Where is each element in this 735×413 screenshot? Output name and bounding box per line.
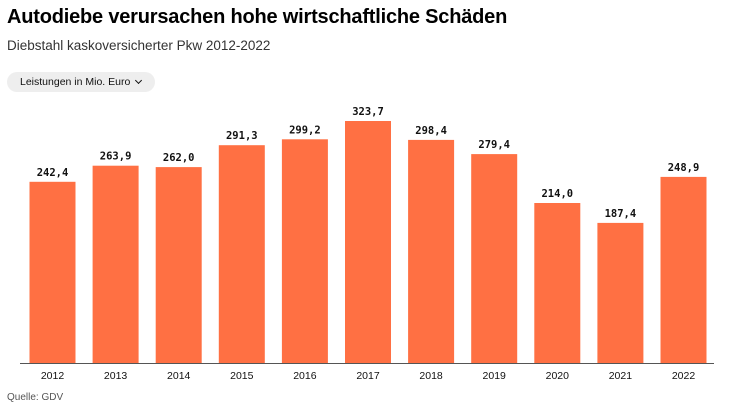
value-label-2014: 262,0 <box>163 152 195 164</box>
bar-2021 <box>597 222 644 363</box>
bar-2017 <box>345 121 391 363</box>
x-tick-label-2016: 2016 <box>293 370 317 382</box>
bar-2015 <box>218 145 265 363</box>
x-tick-label-2012: 2012 <box>41 370 65 382</box>
value-label-2019: 279,4 <box>478 139 510 151</box>
value-label-2020: 214,0 <box>541 188 573 200</box>
value-label-2012: 242,4 <box>37 167 69 179</box>
x-tick-label-2017: 2017 <box>356 370 380 382</box>
value-label-2021: 187,4 <box>605 208 637 220</box>
x-tick-label-2014: 2014 <box>167 370 191 382</box>
x-tick-label-2019: 2019 <box>483 370 507 382</box>
x-tick-label-2020: 2020 <box>546 370 570 382</box>
x-tick-label-2021: 2021 <box>609 370 633 382</box>
x-tick-label-2018: 2018 <box>419 370 443 382</box>
metric-dropdown-label: Leistungen in Mio. Euro <box>20 76 131 88</box>
value-label-2013: 263,9 <box>100 151 132 163</box>
bar-2022 <box>660 176 707 363</box>
source-note: Quelle: GDV <box>7 392 64 403</box>
value-label-2015: 291,3 <box>226 130 258 142</box>
bar-2014 <box>155 167 202 363</box>
value-label-2016: 299,2 <box>289 124 321 136</box>
x-tick-label-2015: 2015 <box>230 370 254 382</box>
value-labels-layer: 242,4 263,9 262,0 291,3 299,2 323,7 298,4 279,4… <box>37 106 700 220</box>
chart-subtitle: Diebstahl kaskoversicherter Pkw 2012-202… <box>7 38 271 53</box>
bar-2013 <box>92 165 139 363</box>
bar-2012 <box>29 181 76 363</box>
bar-2019 <box>471 154 518 363</box>
value-label-2017: 323,7 <box>352 106 384 118</box>
value-label-2022: 248,9 <box>668 162 700 174</box>
x-tick-label-2022: 2022 <box>672 370 696 382</box>
chart-title: Autodiebe verursachen hohe wirtschaftlic… <box>7 6 508 28</box>
bars-layer <box>29 121 707 363</box>
bar-2020 <box>534 203 581 363</box>
metric-dropdown[interactable]: Leistungen in Mio. Euro <box>7 72 156 92</box>
bar-2018 <box>408 139 455 363</box>
bar-2016 <box>281 139 328 363</box>
x-tick-label-2013: 2013 <box>104 370 128 382</box>
value-label-2018: 298,4 <box>415 125 447 137</box>
x-axis-ticks: 2012 2013 2014 2015 2016 2017 2018 2019 2020 2021… <box>41 370 696 382</box>
